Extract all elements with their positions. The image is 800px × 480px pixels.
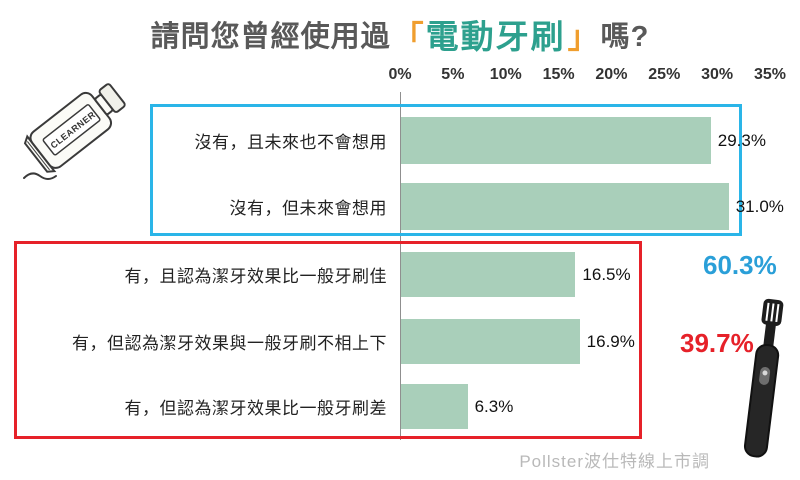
group-total-have-used: 39.7%	[680, 328, 754, 358]
title-bracket-close: 」	[567, 19, 599, 55]
value-label: 31.0%	[735, 196, 784, 216]
page-title: 請問您曾經使用過 「 電動牙刷 」 嗎?	[0, 10, 800, 58]
category-label: 有，且認為潔牙效果比一般牙刷佳	[124, 267, 387, 286]
x-tick: 35%	[753, 66, 787, 83]
category-label: 沒有，且未來也不會想用	[194, 133, 387, 152]
toothpaste-tube-icon: CLEARNER	[6, 68, 138, 201]
title-prefix: 請問您曾經使用過	[150, 21, 391, 53]
title-suffix: 嗎?	[600, 21, 650, 53]
x-tick: 5%	[441, 66, 465, 83]
bar-row: 沒有，但未來會想用 31.0%	[0, 183, 800, 230]
bar-row: 沒有，且未來也不會想用 29.3%	[0, 117, 800, 164]
bar-row: 有，且認為潔牙效果比一般牙刷佳 16.5%	[0, 252, 800, 297]
bar	[401, 117, 711, 164]
electric-toothbrush-icon	[732, 295, 798, 472]
title-bracket-open: 「	[392, 19, 424, 55]
bar	[401, 319, 580, 364]
bar	[401, 183, 729, 230]
bar-row: 有，但認為潔牙效果與一般牙刷不相上下 16.9%	[0, 319, 800, 364]
x-tick: 20%	[595, 66, 628, 83]
category-label: 沒有，但未來會想用	[229, 199, 387, 218]
category-label: 有，但認為潔牙效果比一般牙刷差	[124, 399, 387, 418]
never-used-group-box	[150, 104, 742, 236]
watermark: Pollster波仕特線上市調	[519, 452, 710, 471]
value-label: 29.3%	[717, 130, 766, 150]
value-label: 16.9%	[586, 331, 635, 351]
x-tick: 15%	[542, 66, 575, 83]
x-axis: 0% 5% 10% 15% 20% 25% 30% 35%	[388, 66, 786, 86]
x-tick: 10%	[489, 66, 522, 83]
category-label: 有，但認為潔牙效果與一般牙刷不相上下	[72, 334, 387, 353]
x-tick: 25%	[648, 66, 681, 83]
bar	[401, 252, 576, 297]
y-axis-line	[400, 92, 401, 440]
x-tick: 0%	[388, 66, 412, 83]
value-label: 16.5%	[582, 264, 631, 284]
bar-row: 有，但認為潔牙效果比一般牙刷差 6.3%	[0, 384, 800, 429]
title-highlight: 電動牙刷	[425, 18, 566, 55]
group-total-never-used: 60.3%	[703, 250, 777, 280]
x-tick: 30%	[701, 66, 734, 83]
value-label: 6.3%	[474, 396, 514, 416]
bar	[401, 384, 468, 429]
have-used-group-box	[14, 241, 642, 439]
